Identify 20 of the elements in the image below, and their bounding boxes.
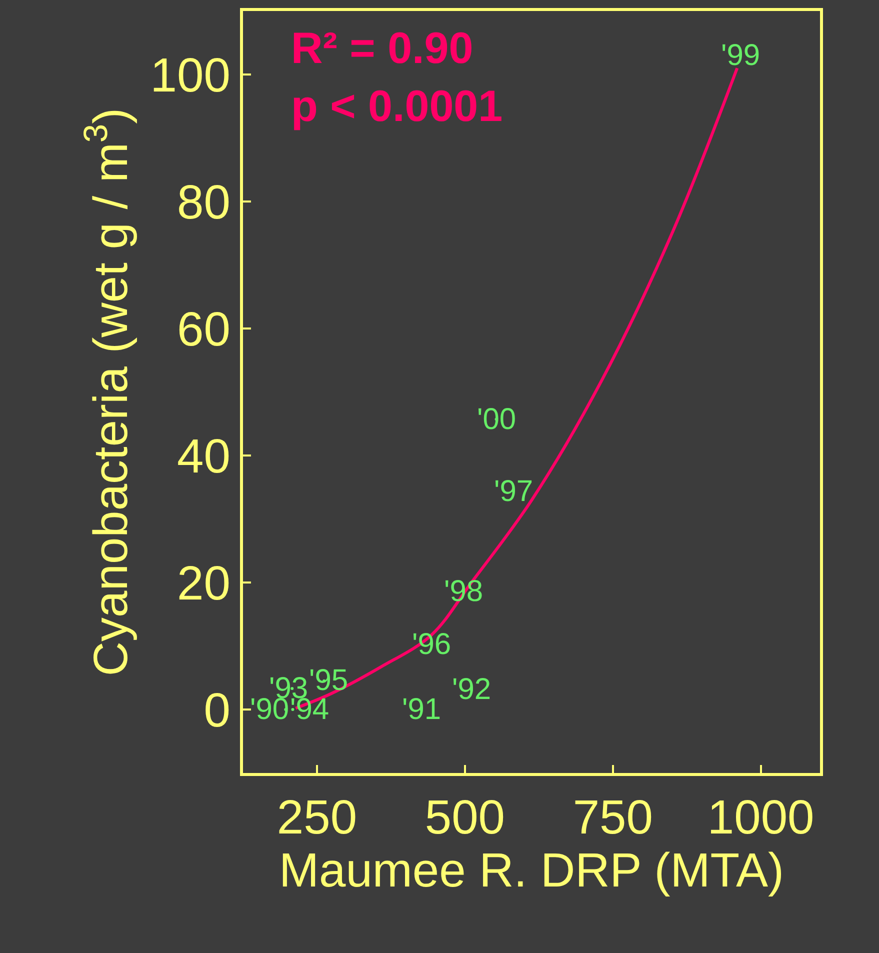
y-tick-label: 60 <box>177 303 230 356</box>
annotation: '99 <box>721 39 760 72</box>
annotation: p < 0.0001 <box>291 82 503 131</box>
x-tick-label: 1000 <box>707 792 814 845</box>
annotation: '96 <box>412 628 452 661</box>
y-tick-label: 0 <box>204 684 230 738</box>
annotation: '97 <box>494 475 534 508</box>
x-tick-label: 750 <box>572 792 653 845</box>
y-tick-label: 40 <box>177 430 230 484</box>
x-tick-label: 500 <box>424 792 505 845</box>
annotation: '91 <box>402 693 442 726</box>
x-tick-label: 250 <box>276 792 358 845</box>
annotation: '95 <box>309 664 348 697</box>
annotation: '00 <box>477 403 516 436</box>
y-tick-label: 20 <box>177 557 230 610</box>
y-tick-label: 80 <box>177 176 230 230</box>
x-axis-title: Maumee R. DRP (MTA) <box>279 844 784 898</box>
y-tick-label: 100 <box>150 49 230 102</box>
annotation: '92 <box>452 673 492 706</box>
annotation: R² = 0.90 <box>291 24 474 73</box>
